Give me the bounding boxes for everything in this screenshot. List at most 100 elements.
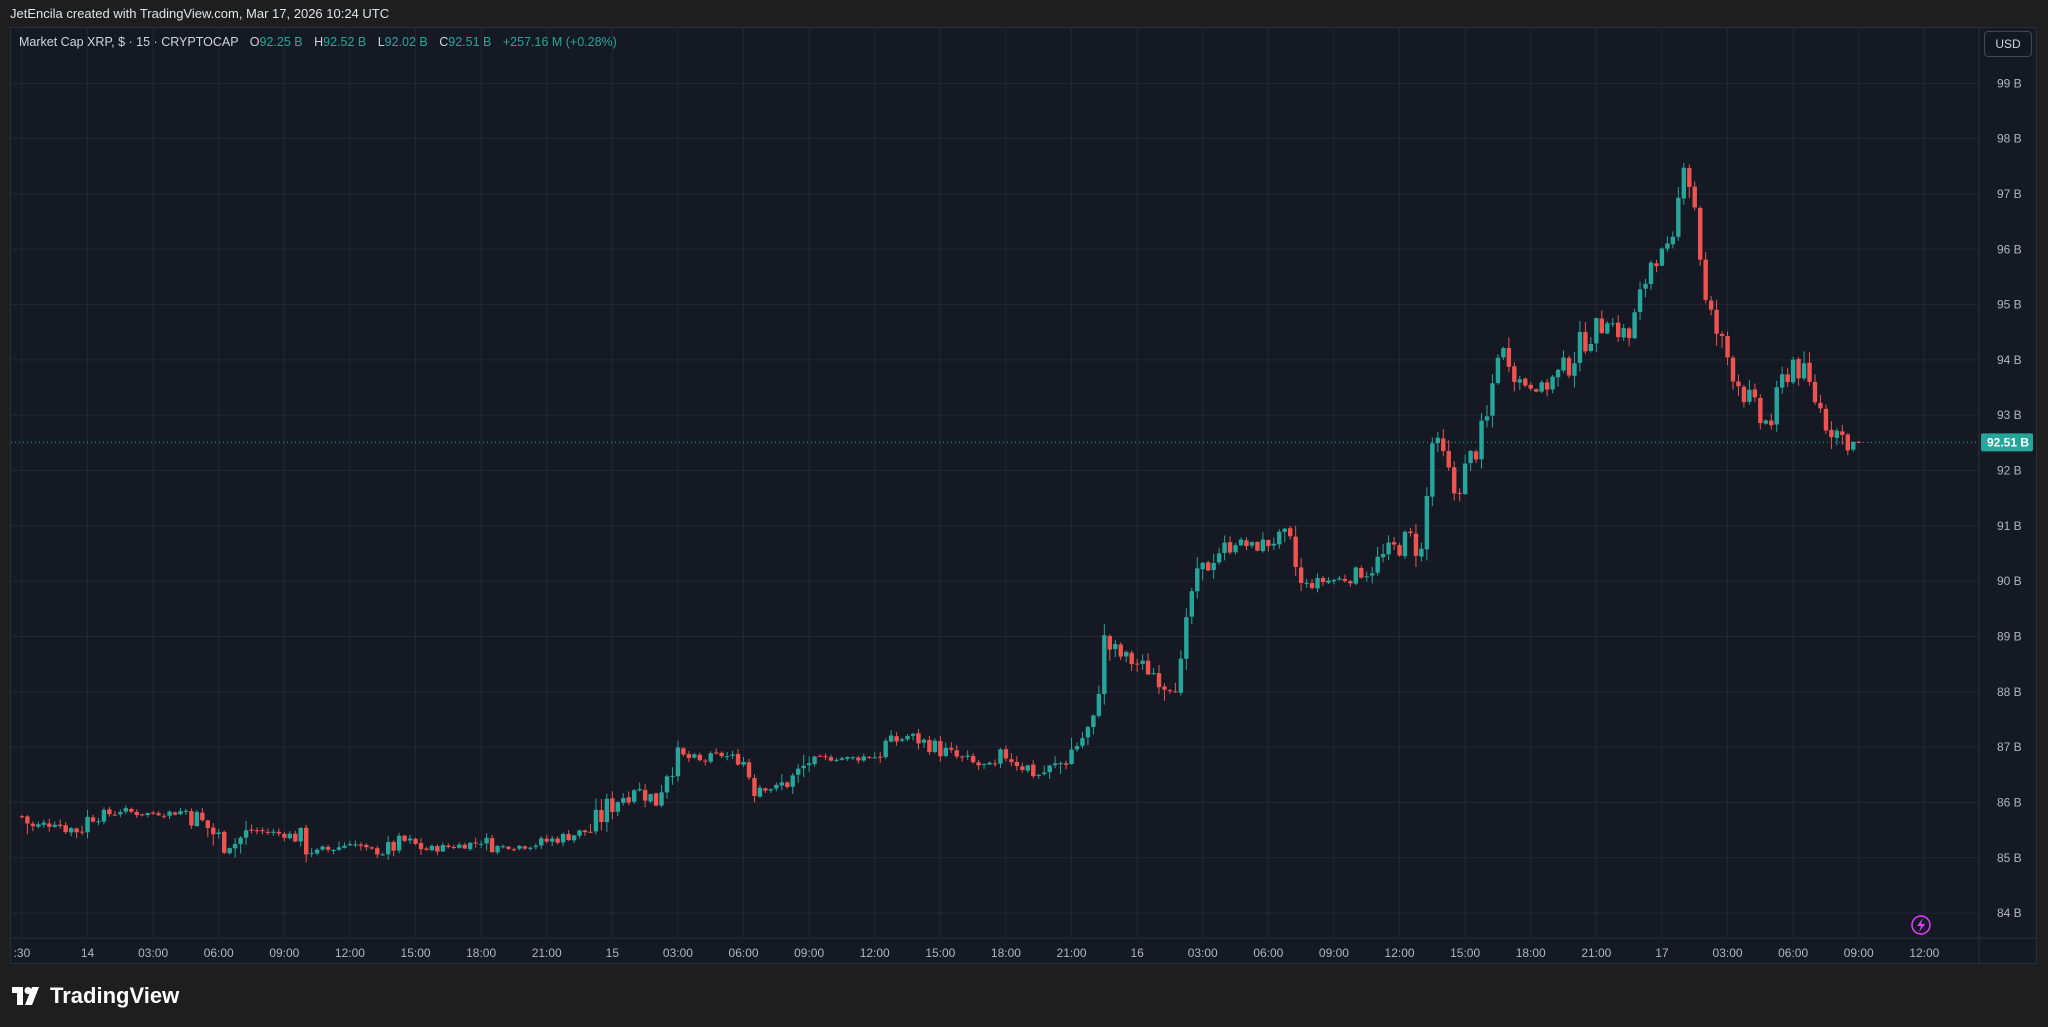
candle-body bbox=[1845, 434, 1850, 451]
candle-body bbox=[675, 747, 681, 777]
candle bbox=[785, 781, 790, 789]
candle-body bbox=[1167, 690, 1173, 692]
candle-body bbox=[25, 816, 30, 824]
candle bbox=[249, 824, 254, 834]
candle-body bbox=[1091, 715, 1096, 727]
tradingview-brand: TradingView bbox=[50, 983, 180, 1008]
candle bbox=[1408, 528, 1413, 537]
candle bbox=[1637, 281, 1643, 321]
candle-body bbox=[522, 846, 528, 849]
candle bbox=[539, 836, 544, 850]
candle bbox=[1796, 357, 1801, 386]
candle-body bbox=[484, 837, 489, 844]
candle bbox=[1714, 299, 1719, 346]
candle-body bbox=[429, 845, 435, 851]
candle bbox=[1829, 421, 1834, 449]
candle-body bbox=[435, 846, 440, 852]
candle bbox=[653, 792, 659, 807]
candle bbox=[167, 810, 172, 819]
candle-body bbox=[189, 811, 194, 826]
candle bbox=[714, 748, 719, 755]
candle bbox=[232, 838, 238, 858]
candle-body bbox=[528, 847, 533, 849]
candle bbox=[878, 752, 883, 763]
candle-body bbox=[1145, 660, 1151, 675]
candle bbox=[107, 806, 112, 817]
candle bbox=[68, 826, 74, 837]
candle bbox=[1758, 394, 1763, 430]
candle bbox=[806, 756, 812, 773]
candle-body bbox=[1687, 168, 1692, 187]
candle-body bbox=[1468, 450, 1473, 464]
candle bbox=[1769, 413, 1774, 430]
candle-body bbox=[342, 845, 347, 848]
x-tick-label: 21:00 bbox=[1581, 946, 1611, 960]
candle bbox=[528, 846, 533, 851]
tradingview-logo[interactable]: TradingView bbox=[12, 983, 179, 1009]
candle-body bbox=[1293, 536, 1298, 568]
candle bbox=[1233, 542, 1238, 555]
candle-body bbox=[752, 777, 757, 796]
candle-body bbox=[52, 824, 57, 827]
candlestick-chart[interactable]: 84 B 85 B 86 B 87 B 88 B 89 B 90 B 91 B 92 B 93 B… bbox=[11, 28, 2036, 963]
candle-body bbox=[1561, 357, 1566, 371]
candle bbox=[1359, 565, 1364, 579]
symbol-legend: Market Cap XRP, $ · 15 · CRYPTOCAP O92.2… bbox=[19, 35, 617, 49]
x-tick-label: 16 bbox=[1130, 946, 1144, 960]
candle bbox=[533, 843, 538, 850]
candle bbox=[632, 789, 637, 805]
candle-body bbox=[812, 756, 817, 765]
candle bbox=[517, 844, 522, 851]
candle-body bbox=[178, 811, 183, 815]
candle bbox=[910, 732, 916, 741]
candle-body bbox=[1124, 651, 1129, 657]
candle-body bbox=[949, 747, 954, 750]
candle-body bbox=[1069, 749, 1074, 765]
candle bbox=[140, 813, 145, 817]
candle-body bbox=[194, 811, 200, 827]
candle-body bbox=[582, 830, 588, 833]
candle bbox=[407, 834, 413, 845]
candle bbox=[1512, 362, 1517, 392]
candle-body bbox=[1162, 686, 1167, 690]
candle bbox=[1583, 322, 1588, 355]
candle-body bbox=[440, 844, 446, 852]
candle-body bbox=[41, 822, 46, 825]
candle-body bbox=[134, 811, 139, 816]
candle bbox=[1741, 384, 1747, 408]
currency-button[interactable]: USD bbox=[1984, 31, 2032, 57]
candle bbox=[1626, 327, 1632, 347]
candle-body bbox=[396, 835, 402, 851]
candle bbox=[96, 817, 101, 826]
candle-body bbox=[987, 762, 992, 765]
candle-body bbox=[353, 844, 358, 846]
lightning-icon[interactable] bbox=[1911, 915, 1931, 935]
candle-body bbox=[593, 809, 599, 832]
candle bbox=[741, 756, 746, 768]
x-tick-label: 15 bbox=[606, 946, 620, 960]
x-tick-label: 03:00 bbox=[663, 946, 693, 960]
candle-body bbox=[910, 733, 916, 736]
candle bbox=[992, 759, 998, 767]
candle bbox=[1654, 259, 1659, 273]
candle-body bbox=[1801, 363, 1807, 379]
candle bbox=[856, 755, 861, 764]
candle-body bbox=[506, 846, 511, 849]
candle bbox=[1468, 450, 1473, 472]
candle-body bbox=[1255, 541, 1260, 551]
candle bbox=[484, 833, 489, 851]
candle bbox=[1364, 571, 1369, 582]
candle bbox=[440, 842, 446, 853]
candle bbox=[1260, 532, 1266, 553]
candle-body bbox=[331, 849, 336, 851]
candle-body bbox=[1216, 553, 1222, 563]
candle-body bbox=[1386, 542, 1391, 555]
candle-body bbox=[1462, 463, 1468, 495]
candle-body bbox=[1025, 765, 1030, 771]
candle-body bbox=[1014, 762, 1020, 767]
candle bbox=[1719, 331, 1725, 348]
candle-body bbox=[571, 835, 577, 841]
chart-panel[interactable]: 84 B 85 B 86 B 87 B 88 B 89 B 90 B 91 B 92 B 93 B… bbox=[10, 27, 2037, 964]
candle bbox=[763, 787, 768, 793]
candle-body bbox=[670, 775, 675, 777]
